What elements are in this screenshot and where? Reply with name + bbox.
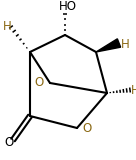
Text: H: H: [121, 37, 129, 51]
Polygon shape: [96, 39, 121, 52]
Text: O: O: [4, 136, 14, 149]
Text: H: H: [131, 84, 136, 96]
Text: O: O: [34, 76, 44, 89]
Text: H: H: [3, 20, 11, 32]
Text: HO: HO: [59, 0, 77, 12]
Text: O: O: [82, 121, 92, 135]
